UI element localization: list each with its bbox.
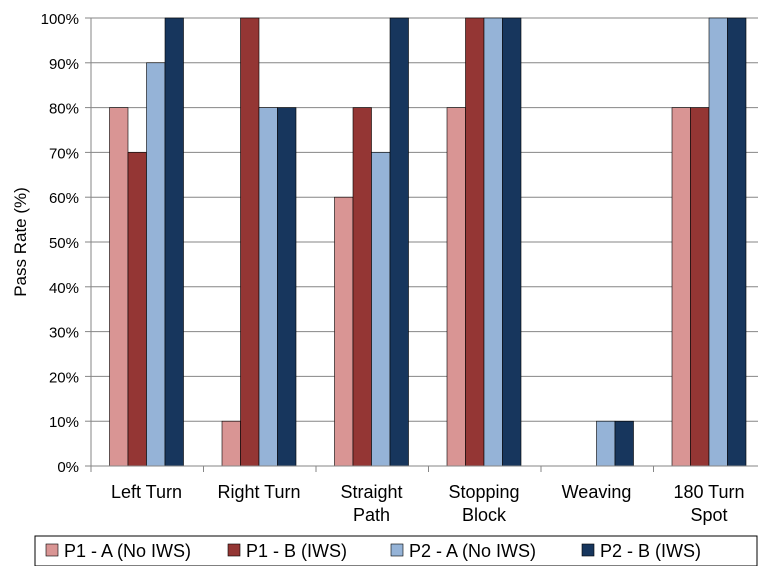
y-tick-label: 50%	[49, 235, 79, 252]
y-tick-label: 70%	[49, 145, 79, 162]
y-tick-label: 30%	[49, 325, 79, 342]
bar	[389, 17, 409, 467]
x-tick-label: Spot	[690, 505, 727, 525]
y-axis-label: Pass Rate (%)	[11, 187, 30, 297]
bar	[164, 17, 184, 467]
y-tick-label: 60%	[49, 190, 79, 207]
y-tick-label: 20%	[49, 369, 79, 386]
bar	[614, 420, 634, 467]
bars	[109, 17, 747, 467]
y-tick-label: 10%	[49, 414, 79, 431]
legend-label: P1 - A (No IWS)	[64, 541, 191, 561]
y-tick-label: 100%	[41, 11, 79, 28]
bar	[483, 17, 503, 467]
bar	[502, 17, 522, 467]
bar	[221, 420, 241, 467]
bar	[127, 152, 147, 467]
legend-swatch	[227, 543, 241, 557]
legend: P1 - A (No IWS) P1 - B (IWS) P2 - A (No IW…	[34, 535, 758, 567]
y-tick-label: 90%	[49, 56, 79, 73]
bar	[109, 107, 129, 467]
bar	[258, 107, 278, 467]
y-tick-label: 0%	[57, 459, 79, 476]
legend-swatch	[45, 543, 59, 557]
x-tick-label: Left Turn	[111, 482, 182, 502]
bar	[371, 152, 391, 467]
x-tick-labels: Left Turn Right Turn Straight Path Stopping B…	[111, 482, 745, 525]
x-tick-label: Weaving	[562, 482, 632, 502]
x-tick-label: Right Turn	[217, 482, 300, 502]
x-tick-label: Straight	[340, 482, 402, 502]
bar	[671, 107, 691, 467]
x-tick-label: Path	[353, 505, 390, 525]
legend-label: P1 - B (IWS)	[246, 541, 347, 561]
bar	[277, 107, 297, 467]
bar	[727, 17, 747, 467]
bar	[352, 107, 372, 467]
axes	[85, 17, 758, 472]
legend-swatch	[581, 543, 595, 557]
legend-label: P2 - A (No IWS)	[409, 541, 536, 561]
bar	[596, 420, 616, 467]
bar	[334, 196, 354, 467]
bar	[465, 17, 485, 467]
bar	[708, 17, 728, 467]
y-tick-label: 80%	[49, 101, 79, 118]
legend-label: P2 - B (IWS)	[600, 541, 701, 561]
gridlines	[91, 17, 758, 422]
y-tick-labels: 0% 10% 20% 30% 40% 50% 60% 70% 80% 90% 100%	[41, 11, 79, 476]
bar	[146, 62, 166, 467]
x-tick-label: 180 Turn	[673, 482, 744, 502]
x-tick-label: Block	[462, 505, 507, 525]
bar	[690, 107, 710, 467]
bar	[240, 17, 260, 467]
y-tick-label: 40%	[49, 280, 79, 297]
x-tick-label: Stopping	[448, 482, 519, 502]
legend-swatch	[390, 543, 404, 557]
bar	[446, 107, 466, 467]
